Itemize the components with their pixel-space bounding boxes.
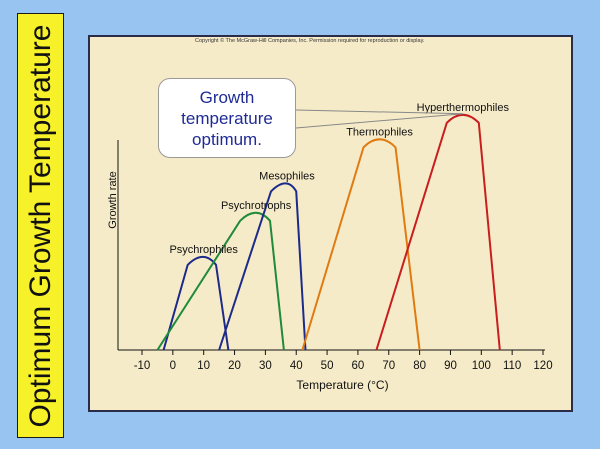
- side-title-box: Optimum Growth Temperature: [17, 13, 64, 438]
- x-tick-label: 30: [259, 360, 272, 372]
- thermophiles-label: Thermophiles: [346, 126, 413, 138]
- callout-pointer: [295, 113, 463, 129]
- x-axis-label: Temperature (°C): [296, 378, 388, 392]
- psychrotrophs-label: Psychrotrophs: [221, 200, 292, 212]
- thermophiles-curve: [301, 138, 421, 351]
- x-tick-label: 10: [197, 360, 210, 372]
- psychrotrophs-curve: [156, 211, 285, 351]
- x-tick-label: 100: [472, 360, 491, 372]
- callout-text: Growth temperature optimum.: [181, 87, 273, 149]
- copyright-notice: Copyright © The McGraw-Hill Companies, I…: [195, 38, 425, 44]
- psychrophiles-curve: [162, 255, 230, 351]
- y-axis-label: Growth rate: [107, 171, 119, 228]
- x-tick-label: -10: [134, 360, 151, 372]
- x-tick-label: 90: [444, 360, 457, 372]
- mesophiles-curve: [218, 182, 307, 351]
- callout-pointer: [295, 109, 463, 115]
- hyperthermophiles-label: Hyperthermophiles: [417, 102, 510, 114]
- x-tick-label: 70: [382, 360, 395, 372]
- x-tick-label: 110: [503, 360, 521, 372]
- x-tick-label: 20: [228, 360, 241, 372]
- hyperthermophiles-curve: [375, 113, 501, 351]
- mesophiles-label: Mesophiles: [259, 170, 315, 182]
- callout-box: Growth temperature optimum.: [158, 78, 296, 158]
- x-tick-label: 40: [290, 360, 303, 372]
- x-tick-label: 60: [352, 360, 365, 372]
- x-tick-label: 80: [413, 360, 426, 372]
- x-tick-label: 120: [533, 360, 552, 372]
- x-tick-label: 0: [170, 360, 176, 372]
- x-tick-label: 50: [321, 360, 334, 372]
- psychrophiles-label: Psychrophiles: [169, 244, 238, 256]
